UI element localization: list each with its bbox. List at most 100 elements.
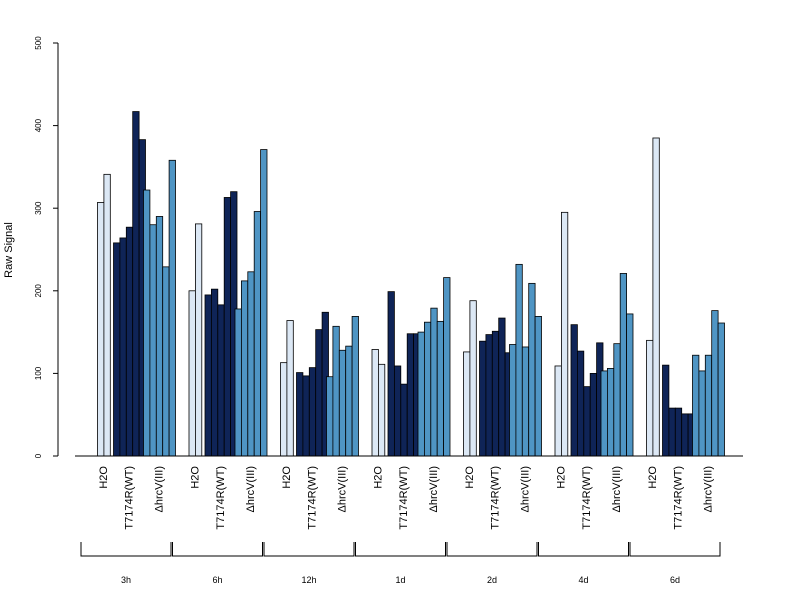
bar — [600, 370, 608, 457]
bar — [97, 202, 105, 457]
group-label: ΔhrcV(III) — [154, 466, 166, 512]
bar — [443, 277, 451, 457]
bar — [223, 197, 231, 457]
bar — [194, 223, 203, 457]
group-label: T7174R(WT) — [124, 466, 136, 530]
bar — [619, 273, 628, 457]
group-label: H2O — [98, 466, 110, 489]
bar — [589, 372, 598, 457]
timepoint-label: 3h — [121, 575, 131, 585]
timepoint-label: 4d — [578, 575, 588, 585]
bar — [143, 189, 151, 457]
bar — [662, 364, 670, 457]
timepoint-bracket — [355, 542, 446, 557]
bar — [119, 237, 127, 457]
bar — [247, 271, 255, 457]
group-label: H2O — [647, 466, 659, 489]
group-label: H2O — [281, 466, 293, 489]
timepoint-bracket — [446, 542, 538, 557]
bar — [668, 407, 676, 457]
group-label: H2O — [464, 466, 476, 489]
timepoint-bracket — [172, 542, 263, 557]
bar — [103, 173, 111, 457]
y-tick-label: 200 — [34, 284, 43, 298]
y-axis-label: Raw Signal — [3, 222, 15, 278]
bar — [377, 363, 386, 457]
bar — [681, 413, 689, 457]
bar — [607, 368, 615, 457]
bar — [400, 383, 408, 457]
bar — [423, 321, 432, 457]
bar — [296, 372, 304, 457]
timepoint-label: 2d — [487, 575, 497, 585]
bar — [698, 370, 706, 457]
group-label: ΔhrcV(III) — [611, 466, 623, 512]
bar — [692, 354, 700, 457]
bar — [554, 365, 562, 457]
bar — [674, 407, 683, 457]
bar — [561, 211, 569, 457]
bar — [521, 346, 530, 457]
bar — [463, 351, 471, 457]
bar — [338, 349, 347, 457]
group-label: T7174R(WT) — [673, 466, 685, 530]
group-label: H2O — [555, 466, 567, 489]
bar — [149, 224, 157, 457]
timepoint-label: 12h — [301, 575, 316, 585]
timepoint-bracket — [538, 542, 629, 557]
group-label: ΔhrcV(III) — [703, 466, 715, 512]
y-axis: 0 100 200 300 400 500 — [34, 36, 59, 458]
bar — [326, 376, 334, 457]
bar — [371, 349, 379, 457]
bar — [125, 226, 134, 457]
y-tick-label: 300 — [34, 201, 43, 215]
y-tick-label: 100 — [34, 366, 43, 380]
bar — [387, 291, 395, 457]
bar — [217, 304, 225, 457]
bar — [613, 343, 621, 457]
bar — [393, 365, 402, 457]
bar — [315, 329, 323, 457]
bar — [528, 282, 536, 457]
group-label: T7174R(WT) — [581, 466, 593, 530]
bar — [509, 344, 517, 457]
bar — [717, 322, 725, 457]
group-label: ΔhrcV(III) — [245, 466, 257, 512]
group-label: ΔhrcV(III) — [520, 466, 532, 512]
timepoint-label: 1d — [395, 575, 405, 585]
group-label: T7174R(WT) — [398, 466, 410, 530]
bar — [280, 362, 288, 457]
group-label: H2O — [189, 466, 201, 489]
bar — [469, 300, 477, 457]
group-label: T7174R(WT) — [490, 466, 502, 530]
bar — [253, 211, 261, 457]
y-tick-label: 400 — [34, 118, 43, 132]
bar — [332, 325, 340, 457]
bar — [308, 367, 317, 457]
bar — [406, 333, 415, 457]
y-tick-label: 500 — [34, 36, 43, 50]
bar — [302, 375, 310, 457]
bar — [534, 316, 542, 457]
bars — [97, 111, 725, 457]
bar — [711, 310, 719, 457]
bar — [132, 111, 140, 457]
bar — [168, 159, 176, 457]
bar — [570, 324, 578, 457]
group-label: T7174R(WT) — [307, 466, 319, 530]
bar — [652, 137, 660, 457]
bar — [479, 340, 487, 457]
group-labels: H2O T7174R(WT) ΔhrcV(III) H2O T7174R(WT) Δhrc… — [98, 466, 715, 530]
bar — [704, 354, 713, 457]
timepoint-brackets: 3h 6h 12h 1d 2d 4d 6d — [80, 542, 721, 585]
timepoint-label: 6h — [212, 575, 222, 585]
timepoint-label: 6d — [670, 575, 680, 585]
bar — [240, 280, 249, 457]
bar — [155, 216, 164, 457]
group-label: T7174R(WT) — [215, 466, 227, 530]
timepoint-bracket — [80, 542, 172, 557]
bar — [260, 149, 268, 457]
timepoint-bracket — [629, 542, 721, 557]
group-label: H2O — [372, 466, 384, 489]
